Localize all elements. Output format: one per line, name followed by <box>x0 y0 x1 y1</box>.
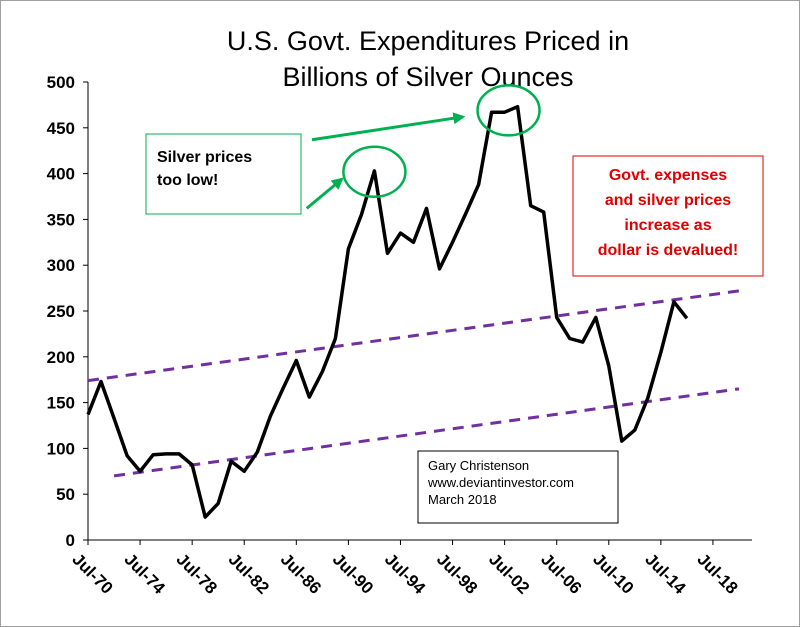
x-tick-label: Jul-82 <box>225 550 273 598</box>
x-tick-label: Jul-78 <box>173 550 221 598</box>
silver-note-line-2: too low! <box>157 172 218 189</box>
x-tick-label: Jul-86 <box>277 550 325 598</box>
x-tick-label: Jul-18 <box>693 550 741 598</box>
silver-note-line-1: Silver prices <box>157 149 252 166</box>
y-tick-label: 0 <box>66 531 75 550</box>
chart-title-line-1: U.S. Govt. Expenditures Priced in <box>227 26 629 56</box>
x-tick-label: Jul-94 <box>381 550 430 599</box>
x-tick-label: Jul-90 <box>329 550 377 598</box>
x-tick-label: Jul-98 <box>433 550 481 598</box>
govt-note-line-2: and silver prices <box>605 192 731 209</box>
credit-box <box>417 450 619 524</box>
y-tick-label: 100 <box>47 439 75 458</box>
highlight-circle <box>342 145 407 199</box>
x-tick-label: Jul-14 <box>641 550 690 599</box>
trend-line <box>87 289 740 383</box>
x-tick-label: Jul-70 <box>68 550 116 598</box>
x-tick-group: Jul-70 Jul-74 Jul-78 Jul-82 Jul-86 Jul-90 Jul-… <box>68 540 742 599</box>
credit-author: Gary Christenson <box>428 458 529 473</box>
highlight-group <box>305 84 541 210</box>
govt-note-box <box>572 155 764 277</box>
credit-website: www.deviantinvestor.com <box>427 475 574 490</box>
y-tick-label: 450 <box>47 119 75 138</box>
y-tick-label: 400 <box>47 165 75 184</box>
silver-note-box <box>145 133 302 215</box>
y-tick-label: 150 <box>47 394 75 413</box>
series-group <box>86 104 689 519</box>
highlight-circle <box>476 84 541 137</box>
trend-line <box>113 387 740 478</box>
y-tick-group: 0 50 100 150 200 250 300 350 400 450 500 <box>47 73 88 550</box>
y-tick-label: 350 <box>47 210 75 229</box>
y-tick-label: 200 <box>47 348 75 367</box>
y-tick-label: 300 <box>47 256 75 275</box>
govt-note-line-4: dollar is devalued! <box>598 242 738 259</box>
govt-note-line-3: increase as <box>624 217 711 234</box>
x-tick-label: Jul-74 <box>121 550 170 599</box>
x-tick-label: Jul-10 <box>589 550 637 598</box>
y-tick-label: 50 <box>56 485 75 504</box>
annotation-arrow <box>311 112 466 142</box>
credit-date: March 2018 <box>428 492 497 507</box>
y-tick-label: 250 <box>47 302 75 321</box>
trend-line-group <box>87 289 740 478</box>
y-tick-label: 500 <box>47 73 75 92</box>
chart-title-line-2: Billions of Silver Ounces <box>282 62 573 92</box>
x-tick-label: Jul-06 <box>537 550 585 598</box>
x-tick-label: Jul-02 <box>485 550 533 598</box>
govt-note-line-1: Govt. expenses <box>609 167 727 184</box>
annotation-arrow <box>305 177 344 210</box>
